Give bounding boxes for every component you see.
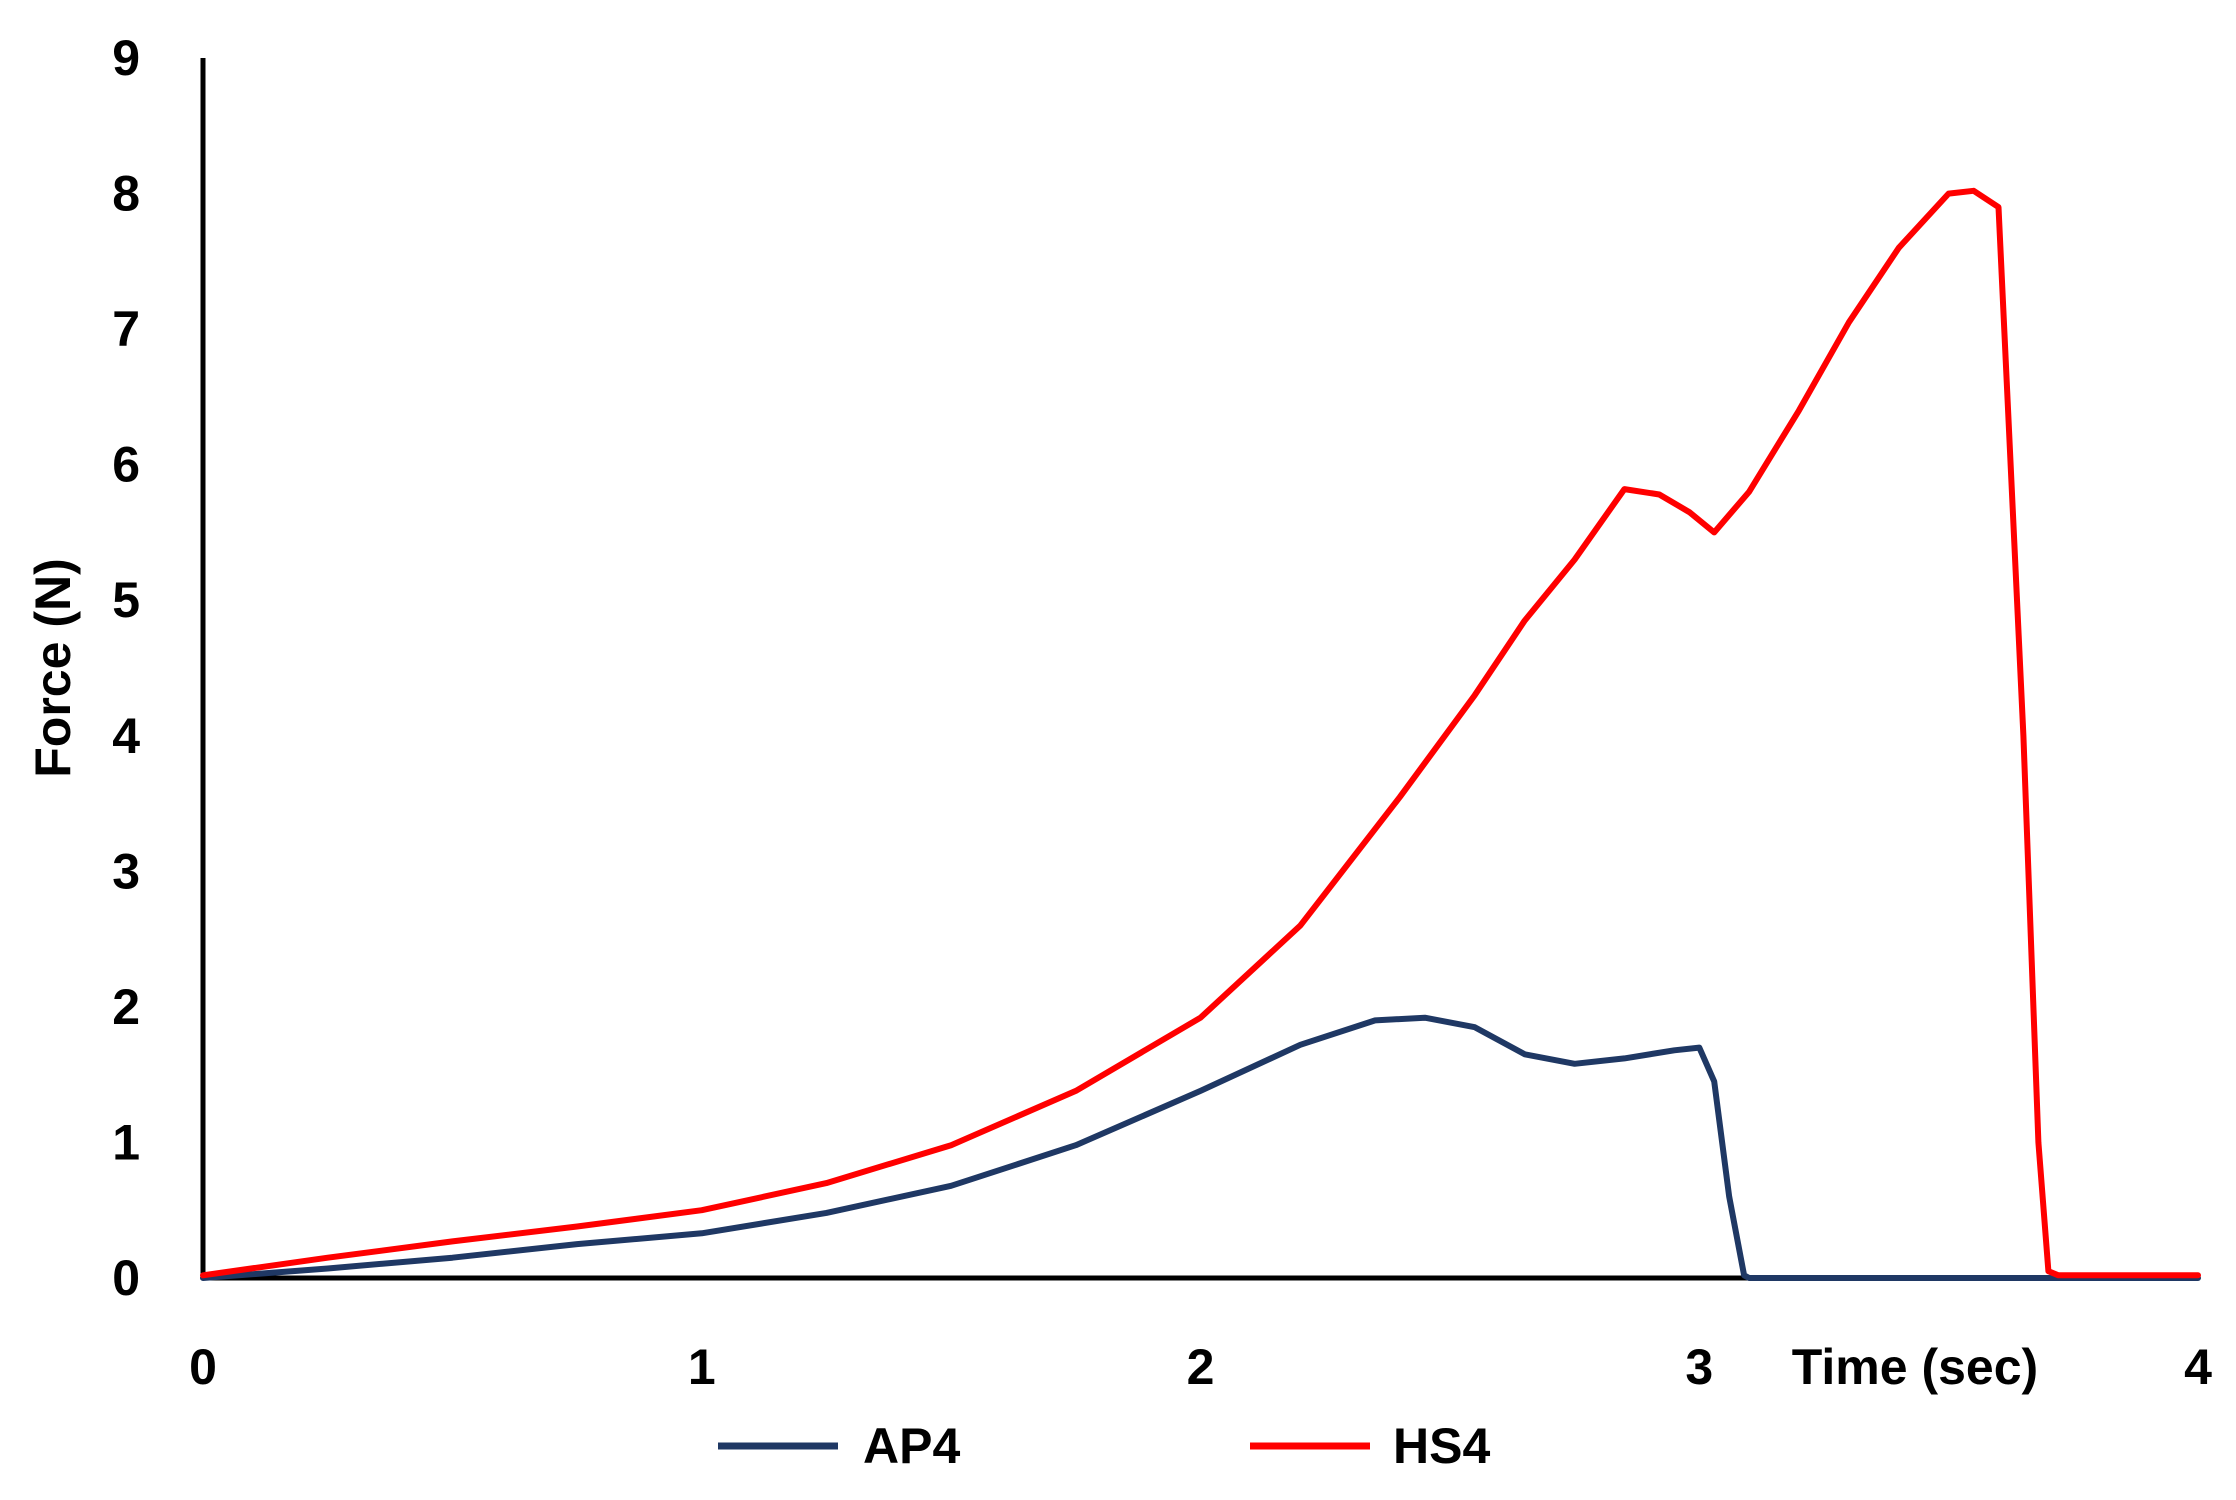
y-tick-label: 8 (112, 166, 140, 222)
x-axis-ticks: 0 1 2 3 4 (189, 1339, 2212, 1395)
legend-label-ap4: AP4 (863, 1418, 960, 1474)
series-line-hs4 (200, 187, 2201, 1279)
legend: AP4 HS4 (718, 1418, 1490, 1474)
y-tick-label: 4 (112, 708, 140, 764)
y-tick-label: 6 (112, 437, 140, 493)
y-tick-label: 3 (112, 843, 140, 899)
y-tick-label: 2 (112, 979, 140, 1035)
x-tick-label: 1 (688, 1339, 716, 1395)
y-tick-label: 7 (112, 301, 140, 357)
series-line-ap4 (200, 1014, 2201, 1281)
y-axis-title: Force (N) (25, 558, 81, 777)
series-layer (200, 187, 2201, 1281)
x-axis-title: Time (sec) (1792, 1339, 2038, 1395)
y-tick-label: 1 (112, 1114, 140, 1170)
x-tick-label: 2 (1187, 1339, 1215, 1395)
legend-label-hs4: HS4 (1393, 1418, 1490, 1474)
y-tick-label: 0 (112, 1250, 140, 1306)
y-tick-label: 9 (112, 30, 140, 86)
x-tick-label: 0 (189, 1339, 217, 1395)
y-axis-ticks: 0 1 2 3 4 5 6 7 8 9 (112, 30, 140, 1306)
x-tick-label: 4 (2184, 1339, 2212, 1395)
y-tick-label: 5 (112, 572, 140, 628)
x-tick-label: 3 (1685, 1339, 1713, 1395)
